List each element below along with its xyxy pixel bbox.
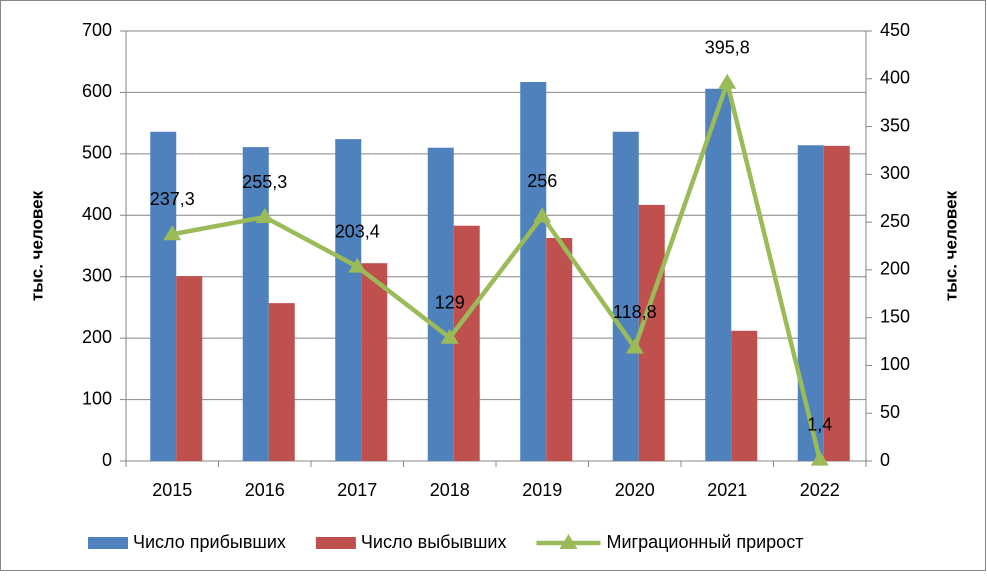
data-label: 256 [527, 171, 557, 191]
y2-tick-label: 250 [880, 211, 910, 231]
bar [546, 238, 573, 461]
bar [268, 303, 295, 461]
x-tick-label: 2020 [615, 480, 655, 500]
data-label: 203,4 [335, 221, 380, 241]
y2-tick-label: 400 [880, 68, 910, 88]
data-label: 395,8 [705, 38, 750, 58]
y2-tick-label: 450 [880, 20, 910, 40]
x-tick-label: 2021 [707, 480, 747, 500]
y-tick-label: 500 [82, 143, 112, 163]
y-tick-label: 700 [82, 20, 112, 40]
marker [625, 338, 644, 354]
data-label: 255,3 [242, 172, 287, 192]
bar [361, 263, 388, 461]
x-tick-label: 2015 [152, 480, 192, 500]
y-tick-label: 0 [102, 450, 112, 470]
legend-label: Число выбывших [361, 532, 507, 552]
legend-label: Число прибывших [133, 532, 286, 552]
y2-tick-label: 100 [880, 354, 910, 374]
bar [638, 204, 665, 462]
data-label: 237,3 [150, 189, 195, 209]
legend-swatch [88, 537, 128, 549]
y-tick-label: 400 [82, 204, 112, 224]
marker [810, 450, 829, 466]
data-label: 1,4 [807, 414, 832, 434]
data-label: 129 [435, 292, 465, 312]
legend-label: Миграционный прирост [606, 532, 803, 552]
y-tick-label: 300 [82, 265, 112, 285]
bar [823, 145, 850, 461]
y-tick-label: 600 [82, 81, 112, 101]
marker [533, 207, 552, 223]
x-tick-label: 2019 [522, 480, 562, 500]
bar [427, 147, 454, 461]
y2-tick-label: 50 [880, 402, 900, 422]
bar [176, 276, 203, 461]
y2-tick-label: 200 [880, 259, 910, 279]
bar [705, 88, 732, 461]
legend-marker [559, 534, 578, 549]
y-tick-label: 100 [82, 388, 112, 408]
marker [718, 73, 737, 89]
bar [731, 330, 758, 461]
bar [612, 131, 639, 461]
y2-axis-title: тыс. человек [941, 190, 960, 301]
x-tick-label: 2016 [245, 480, 285, 500]
bar [797, 145, 824, 461]
bar [335, 139, 362, 461]
y2-tick-label: 0 [880, 450, 890, 470]
marker [348, 257, 367, 273]
bar [150, 131, 177, 461]
line [171, 80, 822, 461]
legend-swatch [315, 537, 356, 549]
y-tick-label: 200 [82, 327, 112, 347]
bar [520, 81, 547, 461]
x-tick-label: 2017 [337, 480, 377, 500]
y2-tick-label: 300 [880, 163, 910, 183]
marker [255, 208, 274, 224]
y2-tick-label: 350 [880, 115, 910, 135]
data-label: 118,8 [613, 302, 657, 322]
x-tick-label: 2018 [430, 480, 470, 500]
y-axis-title: тыс. человек [27, 190, 46, 301]
marker [163, 225, 182, 241]
x-tick-label: 2022 [800, 480, 840, 500]
bar [242, 147, 269, 461]
y2-tick-label: 150 [880, 306, 910, 326]
marker [440, 328, 459, 344]
